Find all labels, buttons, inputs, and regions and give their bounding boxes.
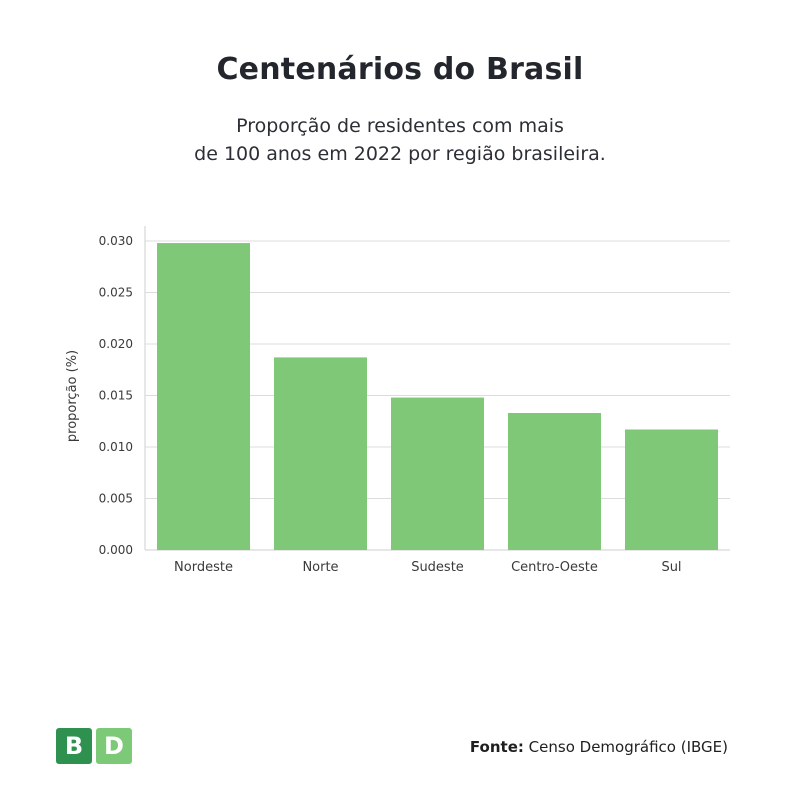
logo-d-box: D [96,728,132,764]
y-axis-label: proporção (%) [65,350,80,442]
subtitle-line-2: de 100 anos em 2022 por região brasileir… [194,143,606,165]
y-tick-label: 0.005 [99,492,133,506]
y-tick-label: 0.025 [99,286,133,300]
source-text: Censo Demográfico (IBGE) [528,738,728,756]
bar [625,429,718,550]
bar [274,357,367,550]
y-tick-label: 0.020 [99,337,133,351]
bar [157,243,250,550]
x-tick-label: Norte [302,560,338,575]
y-tick-label: 0.015 [99,389,133,403]
x-tick-label: Sul [661,560,681,575]
bd-logo: B D [56,728,132,764]
x-tick-label: Sudeste [411,560,464,575]
y-tick-label: 0.000 [99,543,133,557]
y-tick-label: 0.030 [99,234,133,248]
bar [391,397,484,550]
x-tick-label: Nordeste [174,560,233,575]
subtitle-line-1: Proporção de residentes com mais [236,115,564,137]
source-label: Fonte: [469,738,524,756]
logo-b-box: B [56,728,92,764]
bar [508,413,601,550]
y-tick-label: 0.010 [99,440,133,454]
x-tick-label: Centro-Oeste [511,560,598,575]
chart-subtitle: Proporção de residentes com mais de 100 … [0,112,800,168]
source-note: Fonte: Censo Demográfico (IBGE) [470,738,728,756]
chart-title: Centenários do Brasil [216,52,584,87]
